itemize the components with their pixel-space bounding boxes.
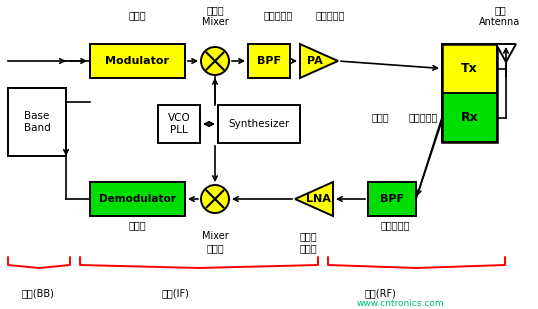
Bar <box>158 105 200 143</box>
Text: PA: PA <box>307 56 322 66</box>
Bar <box>90 44 185 78</box>
Text: Demodulator: Demodulator <box>99 194 176 204</box>
Text: 傳送接收器: 傳送接收器 <box>408 112 438 122</box>
Text: 低雜訊: 低雜訊 <box>299 231 317 241</box>
Bar <box>218 105 300 143</box>
Bar <box>248 44 290 78</box>
Text: Tx: Tx <box>461 62 478 75</box>
Text: 天線: 天線 <box>494 5 506 15</box>
Circle shape <box>201 185 229 213</box>
Text: 混頻器: 混頻器 <box>206 243 224 253</box>
Text: 混頻器: 混頻器 <box>206 5 224 15</box>
Text: 調變器: 調變器 <box>128 10 146 20</box>
Bar <box>8 88 66 156</box>
Bar <box>442 44 497 93</box>
Text: 射頻(RF): 射頻(RF) <box>364 288 396 298</box>
Text: 帶通濣波器: 帶通濣波器 <box>263 10 293 20</box>
Text: 功率放大器: 功率放大器 <box>315 10 345 20</box>
Text: Antenna: Antenna <box>479 17 521 27</box>
Text: Rx: Rx <box>461 111 478 124</box>
Text: Base
Band: Base Band <box>24 111 51 133</box>
Text: 放大器: 放大器 <box>299 243 317 253</box>
Text: VCO
PLL: VCO PLL <box>168 113 190 135</box>
Text: LNA: LNA <box>306 194 331 204</box>
Text: 中頻(IF): 中頻(IF) <box>161 288 189 298</box>
Text: Modulator: Modulator <box>105 56 169 66</box>
Polygon shape <box>496 44 516 62</box>
Text: Mixer: Mixer <box>202 231 228 241</box>
Text: 帶通濣波器: 帶通濣波器 <box>380 220 410 230</box>
Bar <box>368 182 416 216</box>
Bar <box>442 93 497 142</box>
Circle shape <box>201 47 229 75</box>
Text: 解調器: 解調器 <box>128 220 146 230</box>
Text: Synthesizer: Synthesizer <box>228 119 289 129</box>
Text: 基頻(BB): 基頻(BB) <box>22 288 54 298</box>
Bar <box>90 182 185 216</box>
Text: BPF: BPF <box>380 194 404 204</box>
Polygon shape <box>300 44 338 78</box>
Bar <box>442 44 497 142</box>
Text: www.cntronics.com: www.cntronics.com <box>356 298 444 307</box>
Text: 合成器: 合成器 <box>371 112 389 122</box>
Polygon shape <box>295 182 333 216</box>
Text: BPF: BPF <box>257 56 281 66</box>
Text: Mixer: Mixer <box>202 17 228 27</box>
